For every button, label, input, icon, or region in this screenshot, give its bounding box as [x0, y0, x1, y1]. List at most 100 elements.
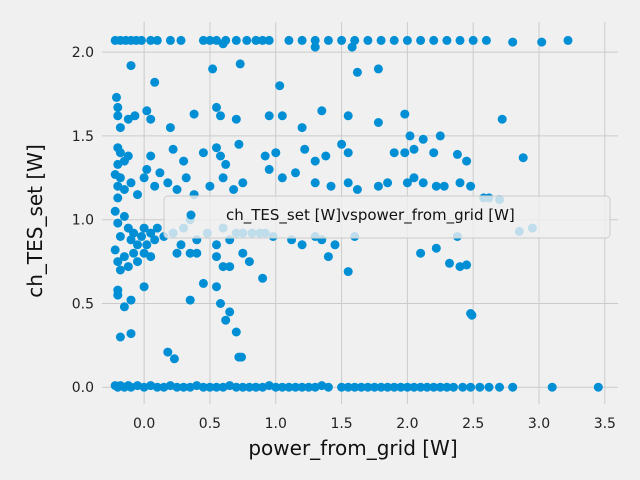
- data-point: [563, 35, 573, 45]
- data-point: [212, 382, 221, 392]
- data-point: [467, 310, 477, 320]
- data-point: [383, 178, 393, 188]
- y-tick-label: 2.0: [72, 45, 94, 61]
- data-point: [462, 156, 472, 166]
- data-point: [350, 382, 360, 392]
- data-point: [205, 382, 215, 392]
- data-point: [455, 35, 465, 45]
- data-point: [146, 252, 156, 262]
- data-point: [310, 156, 320, 166]
- data-point: [466, 382, 476, 392]
- data-point: [152, 382, 162, 392]
- data-point: [165, 123, 175, 133]
- data-point: [129, 228, 139, 238]
- x-axis-label: power_from_grid [W]: [248, 436, 457, 460]
- data-point: [137, 35, 146, 45]
- data-point: [152, 223, 162, 233]
- data-point: [326, 181, 336, 191]
- data-point: [260, 151, 270, 161]
- data-point: [547, 382, 557, 392]
- data-point: [396, 382, 406, 392]
- data-point: [429, 148, 439, 158]
- data-point: [363, 382, 373, 392]
- data-point: [169, 354, 179, 364]
- data-point: [481, 35, 491, 45]
- data-point: [172, 382, 182, 392]
- data-point: [376, 35, 386, 45]
- data-point: [376, 382, 386, 392]
- data-point: [212, 143, 221, 153]
- data-point: [258, 35, 268, 45]
- x-tick-label: 3.5: [594, 416, 616, 432]
- data-point: [231, 35, 241, 45]
- data-point: [238, 178, 248, 188]
- data-point: [242, 35, 252, 45]
- data-point: [113, 218, 123, 228]
- data-point: [337, 35, 347, 45]
- y-axis-label: ch_TES_set [W]: [23, 144, 47, 298]
- data-point: [189, 109, 199, 119]
- data-point: [119, 252, 129, 262]
- data-point: [297, 123, 307, 133]
- data-point: [475, 382, 485, 392]
- data-point: [155, 168, 165, 178]
- y-tick-label: 0.5: [72, 296, 94, 312]
- data-point: [198, 278, 208, 288]
- data-point: [212, 102, 221, 112]
- data-point: [163, 178, 173, 188]
- data-point: [176, 240, 186, 250]
- data-point: [216, 299, 225, 308]
- data-point: [146, 228, 156, 238]
- data-point: [221, 315, 231, 325]
- data-point: [142, 106, 152, 116]
- data-point: [133, 240, 142, 250]
- data-point: [185, 248, 195, 258]
- x-tick-label: 3.0: [528, 416, 550, 432]
- y-tick-label: 0.0: [72, 380, 94, 396]
- data-point: [251, 382, 261, 392]
- data-point: [356, 382, 366, 392]
- data-point: [277, 382, 287, 392]
- data-point: [402, 178, 412, 188]
- data-point: [208, 64, 218, 74]
- data-point: [518, 153, 528, 163]
- data-point: [150, 235, 160, 245]
- data-point: [271, 382, 281, 392]
- data-point: [297, 382, 307, 392]
- data-point: [297, 35, 307, 45]
- data-point: [449, 382, 458, 392]
- data-point: [458, 382, 468, 392]
- data-point: [400, 109, 410, 119]
- data-point: [139, 173, 149, 183]
- data-point: [198, 148, 208, 158]
- data-point: [284, 382, 294, 392]
- data-point: [452, 149, 462, 159]
- data-point: [409, 144, 419, 154]
- data-point: [126, 61, 136, 71]
- data-point: [373, 181, 383, 191]
- legend-marker: [186, 210, 196, 220]
- x-tick-label: 1.0: [265, 416, 287, 432]
- data-point: [275, 81, 285, 91]
- data-point: [400, 148, 410, 158]
- legend-box: [163, 195, 611, 239]
- data-point: [119, 302, 129, 312]
- data-point: [264, 164, 274, 174]
- data-point: [389, 382, 399, 392]
- x-tick-label: 2.0: [396, 416, 418, 432]
- data-point: [110, 206, 120, 216]
- data-point: [126, 329, 136, 339]
- data-point: [291, 382, 300, 392]
- data-point: [323, 35, 333, 45]
- data-point: [146, 35, 156, 45]
- data-point: [431, 181, 441, 191]
- data-point: [271, 148, 281, 158]
- data-point: [431, 243, 441, 253]
- data-point: [172, 185, 182, 194]
- data-point: [418, 134, 428, 144]
- x-tick-label: 2.5: [462, 416, 484, 432]
- data-point: [593, 382, 603, 392]
- data-point: [237, 352, 246, 362]
- y-tick-labels: 0.0 0.5 1.0 1.5 2.0: [72, 45, 94, 396]
- data-point: [409, 382, 419, 392]
